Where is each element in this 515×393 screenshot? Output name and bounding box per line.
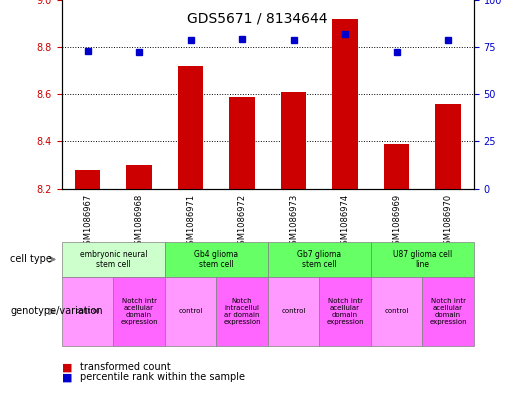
Text: Gb7 glioma
stem cell: Gb7 glioma stem cell xyxy=(297,250,341,269)
Text: Notch intr
acellular
domain
expression: Notch intr acellular domain expression xyxy=(429,298,467,325)
Text: Gb4 glioma
stem cell: Gb4 glioma stem cell xyxy=(194,250,238,269)
Bar xyxy=(435,104,461,189)
Bar xyxy=(281,92,306,189)
Bar xyxy=(178,66,203,189)
Text: Notch
intracellul
ar domain
expression: Notch intracellul ar domain expression xyxy=(223,298,261,325)
Bar xyxy=(75,170,100,189)
Text: percentile rank within the sample: percentile rank within the sample xyxy=(80,372,245,382)
Text: cell type: cell type xyxy=(10,254,52,264)
Text: Notch intr
acellular
domain
expression: Notch intr acellular domain expression xyxy=(326,298,364,325)
Bar xyxy=(384,144,409,189)
Text: Notch intr
acellular
domain
expression: Notch intr acellular domain expression xyxy=(120,298,158,325)
Text: ■: ■ xyxy=(62,362,72,373)
Text: embryonic neural
stem cell: embryonic neural stem cell xyxy=(79,250,147,269)
Text: control: control xyxy=(281,309,306,314)
Bar xyxy=(332,19,358,189)
Bar xyxy=(126,165,152,189)
Text: genotype/variation: genotype/variation xyxy=(10,307,103,316)
Text: control: control xyxy=(384,309,409,314)
Text: ■: ■ xyxy=(62,372,72,382)
Text: transformed count: transformed count xyxy=(80,362,170,373)
Bar xyxy=(229,97,255,189)
Text: control: control xyxy=(75,309,100,314)
Text: control: control xyxy=(178,309,203,314)
Text: GDS5671 / 8134644: GDS5671 / 8134644 xyxy=(187,12,328,26)
Text: U87 glioma cell
line: U87 glioma cell line xyxy=(392,250,452,269)
